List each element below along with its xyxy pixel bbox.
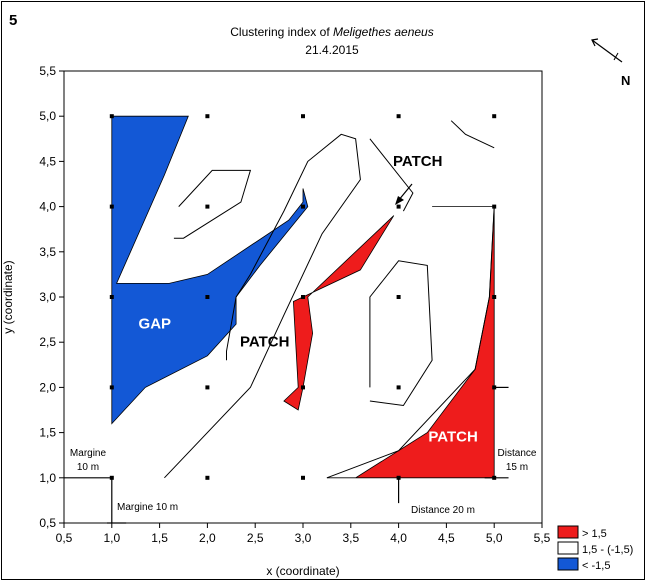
x-axis-label: x (coordinate) xyxy=(266,564,339,578)
x-tick-label: 5,0 xyxy=(486,531,503,545)
north-arrow-head xyxy=(591,38,599,47)
sampling-point xyxy=(109,385,114,390)
annotations: GAP PATCH PATCH PATCH xyxy=(139,153,478,446)
distance-label-right: Distance xyxy=(498,448,537,459)
sampling-point xyxy=(205,475,210,480)
region-annotation: GAP xyxy=(139,316,172,333)
region-annotation: PATCH xyxy=(428,429,477,446)
margin-labels: Margine 10 m Margine 10 m Distance 20 m Dist… xyxy=(70,448,537,516)
y-tick-label: 4,0 xyxy=(39,200,56,214)
x-tick-label: 3,5 xyxy=(342,531,359,545)
sampling-point xyxy=(205,295,210,299)
legend: > 1,5 1,5 - (-1,5) < -1,5 xyxy=(557,525,633,572)
contour-regions xyxy=(111,115,495,479)
y-tick-label: 3,5 xyxy=(39,245,56,259)
sampling-point xyxy=(396,114,401,119)
sampling-point xyxy=(205,204,210,209)
sampling-point xyxy=(205,114,210,119)
sampling-point xyxy=(301,385,305,390)
sampling-point xyxy=(492,204,497,209)
contour-line xyxy=(326,206,495,479)
contour-line xyxy=(164,133,361,479)
contour-line xyxy=(369,138,414,212)
north-arrow-tick xyxy=(613,52,619,61)
sampling-point xyxy=(301,295,305,299)
region-low xyxy=(111,115,309,425)
x-tick-label: 5,5 xyxy=(534,531,551,545)
sampling-point xyxy=(205,385,210,390)
sampling-point xyxy=(109,114,114,119)
legend-swatch-low xyxy=(557,557,579,571)
margin-guides xyxy=(64,386,509,524)
sampling-point xyxy=(396,295,401,299)
contour-lines xyxy=(164,120,495,479)
legend-swatch-high xyxy=(557,525,579,539)
sampling-point xyxy=(301,204,305,209)
margin-label-left: Margine xyxy=(70,448,107,459)
x-tick-label: 4,5 xyxy=(438,531,455,545)
region-high xyxy=(283,215,395,411)
x-tick-label: 0,5 xyxy=(56,531,73,545)
x-tick-label: 3,0 xyxy=(295,531,312,545)
y-tick-label: 2,5 xyxy=(39,335,56,349)
north-label: N xyxy=(621,73,630,88)
y-tick-label: 1,0 xyxy=(39,471,56,485)
x-tick-label: 2,0 xyxy=(199,531,216,545)
sampling-point xyxy=(301,475,305,480)
sampling-point xyxy=(492,295,497,299)
legend-label: < -1,5 xyxy=(582,560,610,572)
y-axis-label: y (coordinate) xyxy=(1,260,15,333)
y-axis: 0,5 1,0 1,5 2,0 2,5 3,0 3,5 4,0 4,5 5,0 5,5 xyxy=(39,64,64,530)
distance-label-bottom: Distance 20 m xyxy=(411,505,475,516)
contour-line xyxy=(450,120,495,149)
contour-line xyxy=(369,260,433,407)
y-tick-label: 2,0 xyxy=(39,380,56,394)
y-tick-label: 3,0 xyxy=(39,290,56,304)
sampling-point xyxy=(109,204,114,209)
y-tick-label: 5,5 xyxy=(39,64,56,78)
region-annotation: PATCH xyxy=(240,334,289,351)
distance-label-right-value: 15 m xyxy=(506,462,528,473)
sampling-point xyxy=(492,114,497,119)
patch-arrow-head xyxy=(395,196,404,205)
margin-label-bottom: Margine 10 m xyxy=(117,502,178,513)
x-tick-label: 4,0 xyxy=(390,531,407,545)
sampling-point xyxy=(396,385,401,390)
sampling-point xyxy=(396,204,401,209)
legend-swatch-neutral xyxy=(557,541,579,555)
x-tick-label: 1,5 xyxy=(151,531,168,545)
chart-subtitle: 21.4.2015 xyxy=(305,43,359,57)
x-tick-label: 1,0 xyxy=(103,531,120,545)
region-annotation: PATCH xyxy=(393,153,442,170)
x-tick-label: 2,5 xyxy=(247,531,264,545)
x-axis: 0,5 1,0 1,5 2,0 2,5 3,0 3,5 4,0 4,5 5,0 5,5 xyxy=(56,523,551,545)
sampling-point xyxy=(109,295,114,299)
contour-line xyxy=(173,169,252,239)
chart-title: Clustering index of Meligethes aeneus xyxy=(230,25,433,39)
y-tick-label: 5,0 xyxy=(39,109,56,123)
north-arrow-shaft xyxy=(591,39,623,63)
north-arrow: N xyxy=(591,38,630,88)
sampling-point xyxy=(301,114,305,119)
y-tick-label: 4,5 xyxy=(39,154,56,168)
figure-label: 5 xyxy=(9,12,17,29)
y-tick-label: 1,5 xyxy=(39,426,56,440)
y-tick-label: 0,5 xyxy=(39,516,56,530)
legend-label: > 1,5 xyxy=(582,528,607,540)
margin-label-left-value: 10 m xyxy=(77,462,99,473)
legend-label: 1,5 - (-1,5) xyxy=(582,544,633,556)
